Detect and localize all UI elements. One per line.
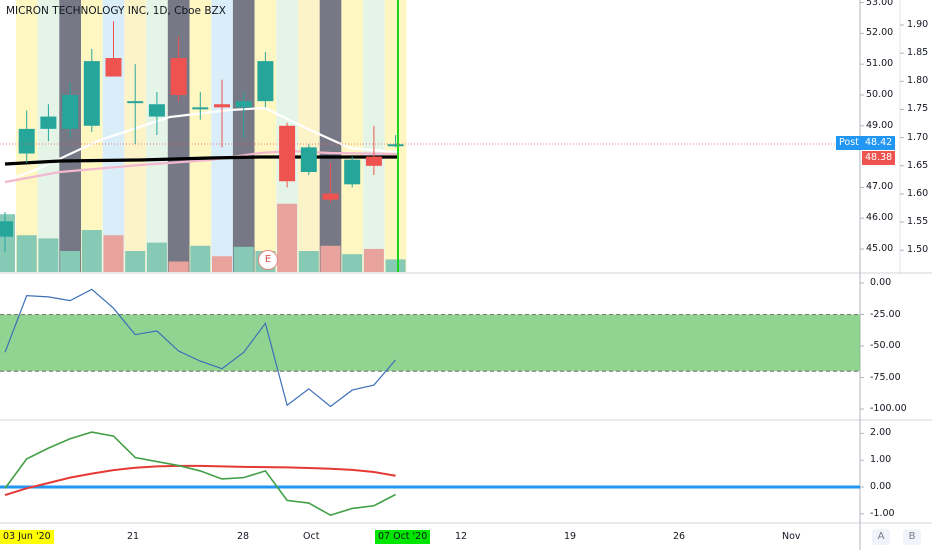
volume-bar — [342, 254, 363, 272]
volume-bar — [298, 251, 319, 272]
candle-body — [235, 101, 252, 108]
auto-scale-button[interactable]: A — [872, 529, 890, 545]
volume-bar — [385, 259, 406, 272]
trend-line — [4, 155, 397, 166]
osc1-tick-label: -100.00 — [870, 403, 907, 414]
volume-bar — [125, 251, 146, 272]
price-tick-label: 50.00 — [866, 89, 894, 100]
session-band — [319, 0, 342, 272]
volume-bar — [320, 245, 341, 272]
candle-body — [148, 104, 165, 117]
price-tick-label: 45.00 — [866, 243, 894, 254]
volume-bar — [103, 235, 124, 272]
candle-body — [40, 116, 57, 129]
symbol-title[interactable]: MICRON TECHNOLOGY INC, 1D, Cboe BZX — [6, 5, 226, 17]
candle-body — [0, 221, 13, 237]
volume-bar — [190, 245, 211, 272]
candle-body — [279, 125, 296, 182]
candle-body — [344, 159, 361, 185]
candle-body — [18, 128, 35, 154]
price-tick-label: 53.00 — [866, 0, 894, 8]
session-band — [146, 0, 168, 272]
volume-bar — [38, 238, 59, 272]
earnings-marker[interactable]: E — [258, 250, 278, 270]
osc1-tick-label: 0.00 — [870, 277, 892, 288]
volume-bar — [16, 235, 37, 272]
oscillator-band — [0, 314, 860, 372]
secondary-tick-label: 1.70 — [907, 131, 929, 143]
osc2-tick-label: 0.00 — [870, 481, 892, 492]
candle-body — [387, 144, 404, 147]
volume-bar — [277, 203, 298, 272]
log-scale-button[interactable]: B — [903, 529, 921, 545]
start-date-badge: 03 Jun '20 — [0, 530, 54, 544]
short-moving-average-line — [0, 106, 398, 185]
time-tick-label: 12 — [455, 531, 468, 542]
session-band — [189, 0, 212, 272]
oscillator-1-line — [4, 288, 397, 408]
fast-line — [4, 431, 396, 517]
osc1-tick-label: -75.00 — [870, 371, 901, 383]
time-tick-label: 21 — [127, 531, 140, 542]
session-band — [254, 0, 277, 272]
secondary-tick-label: 1.65 — [907, 159, 929, 171]
osc2-tick-label: 2.00 — [870, 427, 892, 439]
volume-bar — [146, 242, 167, 272]
osc2-tick-label: 1.00 — [870, 454, 892, 466]
secondary-tick-label: 1.80 — [907, 75, 929, 87]
secondary-tick-label: 1.60 — [907, 187, 929, 199]
price-tick-label: 51.00 — [866, 58, 894, 70]
candle-body — [83, 61, 100, 126]
session-band — [0, 0, 16, 272]
volume-bar — [363, 248, 384, 272]
time-tick-label: Oct — [303, 531, 320, 542]
volume-bar — [168, 261, 189, 272]
signal-line — [4, 464, 396, 496]
candle-body — [322, 193, 339, 200]
time-tick-label: 26 — [673, 531, 686, 542]
volume-bar — [81, 230, 102, 272]
secondary-tick-label: 1.55 — [907, 216, 929, 228]
session-band — [341, 0, 364, 272]
candle-body — [192, 107, 209, 110]
candle-body — [300, 147, 317, 172]
volume-bar — [233, 246, 254, 272]
last-price-tag: 48.38 — [862, 151, 896, 165]
candle-body — [365, 156, 382, 166]
price-tick-label: 52.00 — [866, 27, 894, 39]
candle-body — [170, 58, 187, 95]
secondary-tick-label: 1.75 — [907, 103, 929, 115]
secondary-tick-label: 1.90 — [907, 19, 929, 30]
candle-body — [257, 61, 274, 102]
secondary-tick-label: 1.50 — [907, 244, 929, 256]
volume-bar — [212, 256, 232, 272]
candle-body — [127, 101, 144, 104]
price-tick-label: 49.00 — [866, 119, 894, 131]
time-tick-label: 19 — [564, 531, 577, 542]
end-date-badge: 07 Oct '20 — [375, 530, 431, 544]
candle-body — [105, 58, 122, 77]
price-tick-label: 46.00 — [866, 212, 894, 224]
candle-body — [62, 95, 79, 129]
secondary-tick-label: 1.85 — [907, 47, 929, 59]
osc1-tick-label: -50.00 — [870, 340, 901, 351]
post-label-tag: Post — [836, 136, 862, 150]
volume-bar — [60, 251, 81, 272]
candle-body — [214, 104, 230, 108]
time-tick-label: 28 — [237, 531, 250, 542]
time-tick-label: Nov — [782, 531, 801, 542]
price-tick-label: 47.00 — [866, 181, 894, 193]
post-price-tag: 48.42 — [862, 136, 896, 150]
osc1-tick-label: -25.00 — [870, 308, 901, 320]
session-band — [298, 0, 320, 272]
osc2-tick-label: -1.00 — [870, 507, 895, 519]
